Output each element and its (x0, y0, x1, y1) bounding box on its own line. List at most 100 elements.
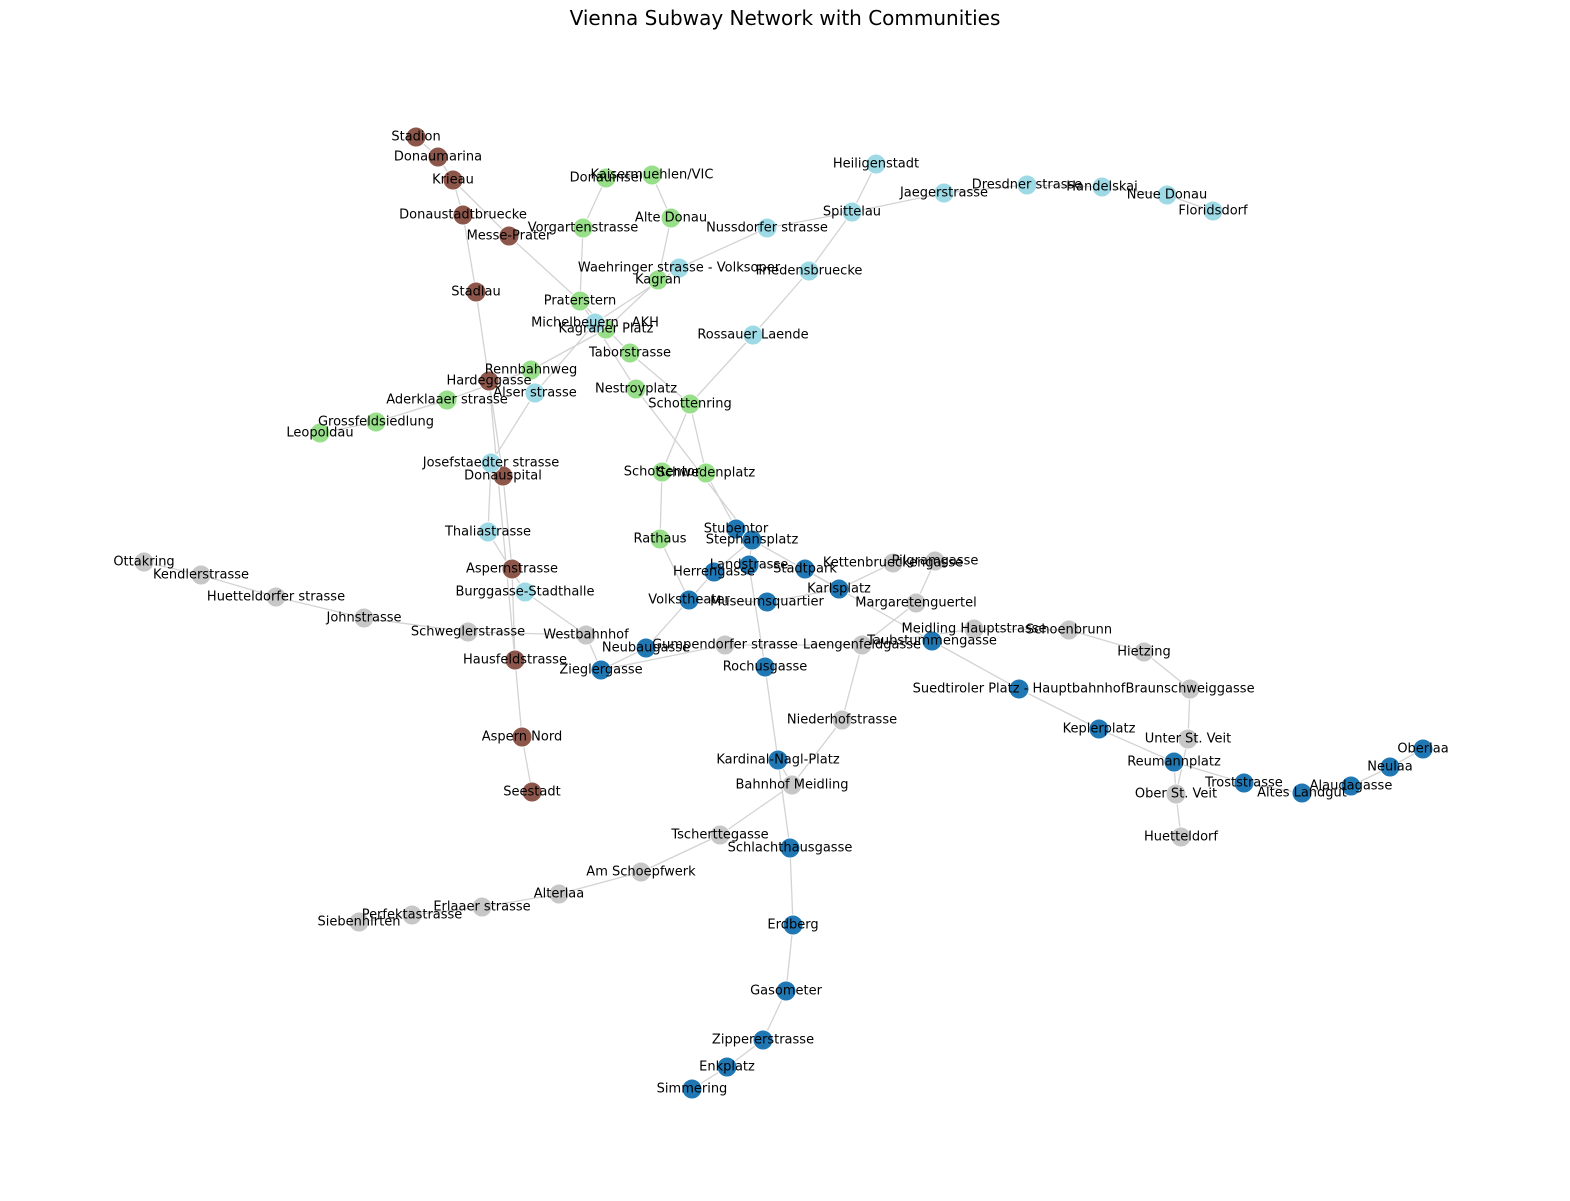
edge-volkstheater--museumsquartier (688, 599, 768, 603)
edge-schwedenplatz--stubentor (705, 472, 737, 530)
node-label-zippererstrasse: Zippererstrasse (712, 1033, 814, 1048)
edge-alte-donau--kagran (657, 217, 672, 281)
node-label-schweglerstrasse: Schweglerstrasse (411, 625, 525, 640)
node-label-margaretenguertel: Margaretenguertel (855, 596, 976, 611)
node-oberlaa (1412, 738, 1434, 760)
node-waehringer-strasse-volksoper (668, 257, 690, 279)
node-label-museumsquartier: Museumsquartier (710, 595, 824, 610)
edge-margaretenguertel--laengenfeldgasse (861, 602, 917, 646)
node-kettenbrueckengasse (882, 552, 904, 574)
node-zieglergasse (590, 659, 612, 681)
node-donauinsel (595, 167, 617, 189)
node-label-dresdner-strasse: Dresdner strasse (972, 178, 1083, 193)
node-schottenring (679, 393, 701, 415)
node-label-burggasse-stadthalle: Burggasse-Stadthalle (455, 585, 594, 600)
node-label-perfektastrasse: Perfektastrasse (362, 908, 463, 923)
node-label-alterlaa: Alterlaa (534, 887, 585, 902)
node-label-donauinsel: Donauinsel (570, 171, 643, 186)
node-label-thaliastrasse: Thaliastrasse (444, 525, 531, 540)
edge-josefstaedter-strasse--thaliastrasse (487, 462, 492, 533)
node-michelbeuern-akh (584, 312, 606, 334)
node-label-keplerplatz: Keplerplatz (1063, 722, 1136, 737)
node-burggasse-stadthalle (514, 581, 536, 603)
node-label-suedtiroler-platz-hauptbahnhof: Suedtiroler Platz - Hauptbahnhof (913, 682, 1126, 697)
node-label-schwedenplatz: Schwedenplatz (657, 466, 756, 481)
edge-aspernstrasse--hausfeldstrasse (511, 568, 516, 661)
node-label-josefstaedter-strasse: Josefstaedter strasse (422, 456, 560, 471)
edge-landstrasse--rochusgasse (748, 564, 766, 668)
node-ottakring (133, 551, 155, 573)
node-hausfeldstrasse (504, 649, 526, 671)
node-label-enkplatz: Enkplatz (699, 1060, 755, 1075)
node-label-heiligenstadt: Heiligenstadt (833, 157, 919, 172)
node-praterstern (569, 290, 591, 312)
node-josefstaedter-strasse (480, 452, 502, 474)
node-label-altes-landgut: Altes Landgut (1257, 786, 1347, 801)
node-label-messe-prater: Messe-Prater (467, 229, 552, 244)
node-troststrasse (1233, 772, 1255, 794)
node-label-huetteldorf: Huetteldorf (1144, 830, 1218, 845)
edge-handelskai--neue-donau (1101, 186, 1168, 196)
node-label-huetteldorfer-strasse: Huetteldorfer strasse (207, 590, 345, 605)
node-ober-st-veit (1165, 783, 1187, 805)
edge-taborstrasse--schottenring (629, 352, 691, 405)
edge-volkstheater--neubaugasse (645, 599, 690, 649)
edge-schottenring--schwedenplatz (689, 403, 707, 474)
node-gasometer (775, 980, 797, 1002)
edge-karlsplatz--taubstummengasse (838, 588, 933, 642)
node-pilgramgasse (924, 550, 946, 572)
edge-schoenbrunn--hietzing (1068, 629, 1145, 653)
node-label-kagraner-platz: Kagraner Platz (559, 322, 654, 337)
edge-laengenfeldgasse--niederhofstrasse (841, 644, 863, 721)
node-simmering (681, 1078, 703, 1100)
node-suedtiroler-platz-hauptbahnhof (1008, 678, 1030, 700)
edge-michelbeuern-akh--alser-strasse (534, 322, 596, 394)
node-reumannplatz (1163, 751, 1185, 773)
edge-stadlau--hardeggasse (475, 291, 490, 382)
node-huetteldorfer-strasse (265, 586, 287, 608)
node-perfektastrasse (401, 904, 423, 926)
edge-hausfeldstrasse--hardeggasse (488, 380, 516, 661)
node-label-landstrasse: Landstrasse (710, 558, 788, 573)
node-niederhofstrasse (831, 709, 853, 731)
node-label-rochusgasse: Rochusgasse (723, 660, 808, 675)
node-johnstrasse (353, 607, 375, 629)
node-label-zieglergasse: Zieglergasse (559, 663, 642, 678)
node-stadlau (465, 281, 487, 303)
node-label-braunschweiggasse: Braunschweiggasse (1125, 682, 1254, 697)
edge-kagraner-platz--rennbahnweg (530, 328, 607, 371)
node-label-hardeggasse: Hardeggasse (446, 374, 531, 389)
edge-johnstrasse--schweglerstrasse (363, 617, 469, 633)
node-label-aspernstrasse: Aspernstrasse (466, 562, 558, 577)
node-alaudagasse (1340, 775, 1362, 797)
node-label-donaustadtbruecke: Donaustadtbruecke (399, 208, 527, 223)
node-taborstrasse (619, 342, 641, 364)
node-rochusgasse (754, 656, 776, 678)
node-nestroyplatz (625, 378, 647, 400)
node-label-taubstummengasse: Taubstummengasse (866, 634, 997, 649)
edge-schottenring--schottentor (661, 403, 691, 473)
page-title: Vienna Subway Network with Communities (569, 6, 1001, 30)
node-label-simmering: Simmering (657, 1082, 728, 1097)
node-zippererstrasse (752, 1029, 774, 1051)
edge-nussdorfer-strasse--waehringer-strasse-volksoper (678, 227, 768, 269)
node-label-stadtpark: Stadtpark (773, 562, 837, 577)
node-label-siebenhirten: Siebenhirten (318, 915, 401, 930)
node-erlaaer-strasse (471, 896, 493, 918)
node-label-erlaaer-strasse: Erlaaer strasse (433, 900, 530, 915)
node-schoenbrunn (1058, 619, 1080, 641)
node-neue-donau (1156, 184, 1178, 206)
node-rossauer-laende (742, 324, 764, 346)
node-label-michelbeuern-akh: Michelbeuern - AKH (531, 316, 659, 331)
edge-rochusgasse--kardinal-nagl-platz (764, 666, 779, 761)
node-am-schoepfwerk (630, 861, 652, 883)
node-laengenfeldgasse (851, 634, 873, 656)
node-label-niederhofstrasse: Niederhofstrasse (787, 713, 897, 728)
node-label-tscherttegasse: Tscherttegasse (670, 828, 768, 843)
edge-museumsquartier--karlsplatz (766, 588, 840, 603)
node-label-reumannplatz: Reumannplatz (1127, 755, 1221, 770)
node-label-taborstrasse: Taborstrasse (588, 346, 671, 361)
edge-kendlerstrasse--huetteldorfer-strasse (200, 574, 277, 598)
node-label-donaumarina: Donaumarina (394, 150, 482, 165)
node-label-stadlau: Stadlau (451, 285, 500, 300)
